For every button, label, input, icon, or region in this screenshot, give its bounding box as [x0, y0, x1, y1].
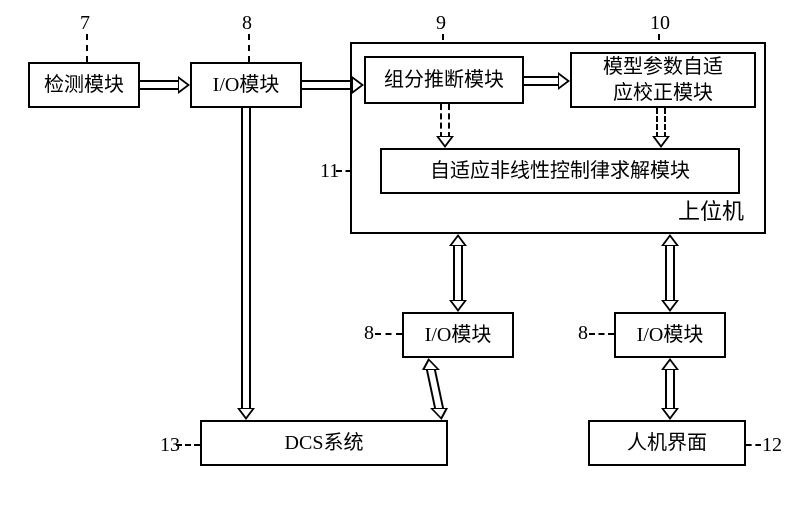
arrow-io3-hmi	[665, 358, 675, 420]
arrow-detect-to-io	[140, 80, 190, 90]
label-9: 9	[436, 12, 446, 35]
label-10: 10	[650, 12, 670, 35]
leader-7	[86, 34, 88, 62]
leader-12	[746, 444, 761, 446]
leader-13	[176, 444, 200, 446]
leader-8	[248, 34, 250, 62]
arrow-host-io3	[665, 234, 675, 312]
box-hmi: 人机界面	[588, 420, 746, 466]
box-io-2: I/O模块	[402, 312, 514, 358]
arrow-host-io2	[453, 234, 463, 312]
box-model-adapt: 模型参数自适 应校正模块	[570, 52, 756, 108]
label-8: 8	[242, 12, 252, 35]
arrow-io-to-comp	[302, 80, 364, 90]
arrow-comp-to-solver	[440, 104, 450, 148]
leader-8c	[589, 333, 614, 335]
arrow-comp-to-model	[524, 76, 570, 86]
host-label: 上位机	[678, 194, 744, 226]
label-8c: 8	[578, 322, 588, 345]
box-adaptive-solver: 自适应非线性控制律求解模块	[380, 148, 740, 194]
box-io-1: I/O模块	[190, 62, 302, 108]
leader-8b	[375, 333, 402, 335]
arrow-io-to-dcs	[241, 108, 251, 420]
label-7: 7	[80, 12, 90, 35]
arrow-io2-dcs	[423, 358, 446, 420]
box-dcs: DCS系统	[200, 420, 448, 466]
label-8b: 8	[364, 322, 374, 345]
label-12: 12	[762, 434, 782, 457]
arrow-model-to-solver	[656, 108, 666, 148]
box-io-3: I/O模块	[614, 312, 726, 358]
box-component-infer: 组分推断模块	[364, 56, 524, 104]
box-detect: 检测模块	[28, 62, 140, 108]
